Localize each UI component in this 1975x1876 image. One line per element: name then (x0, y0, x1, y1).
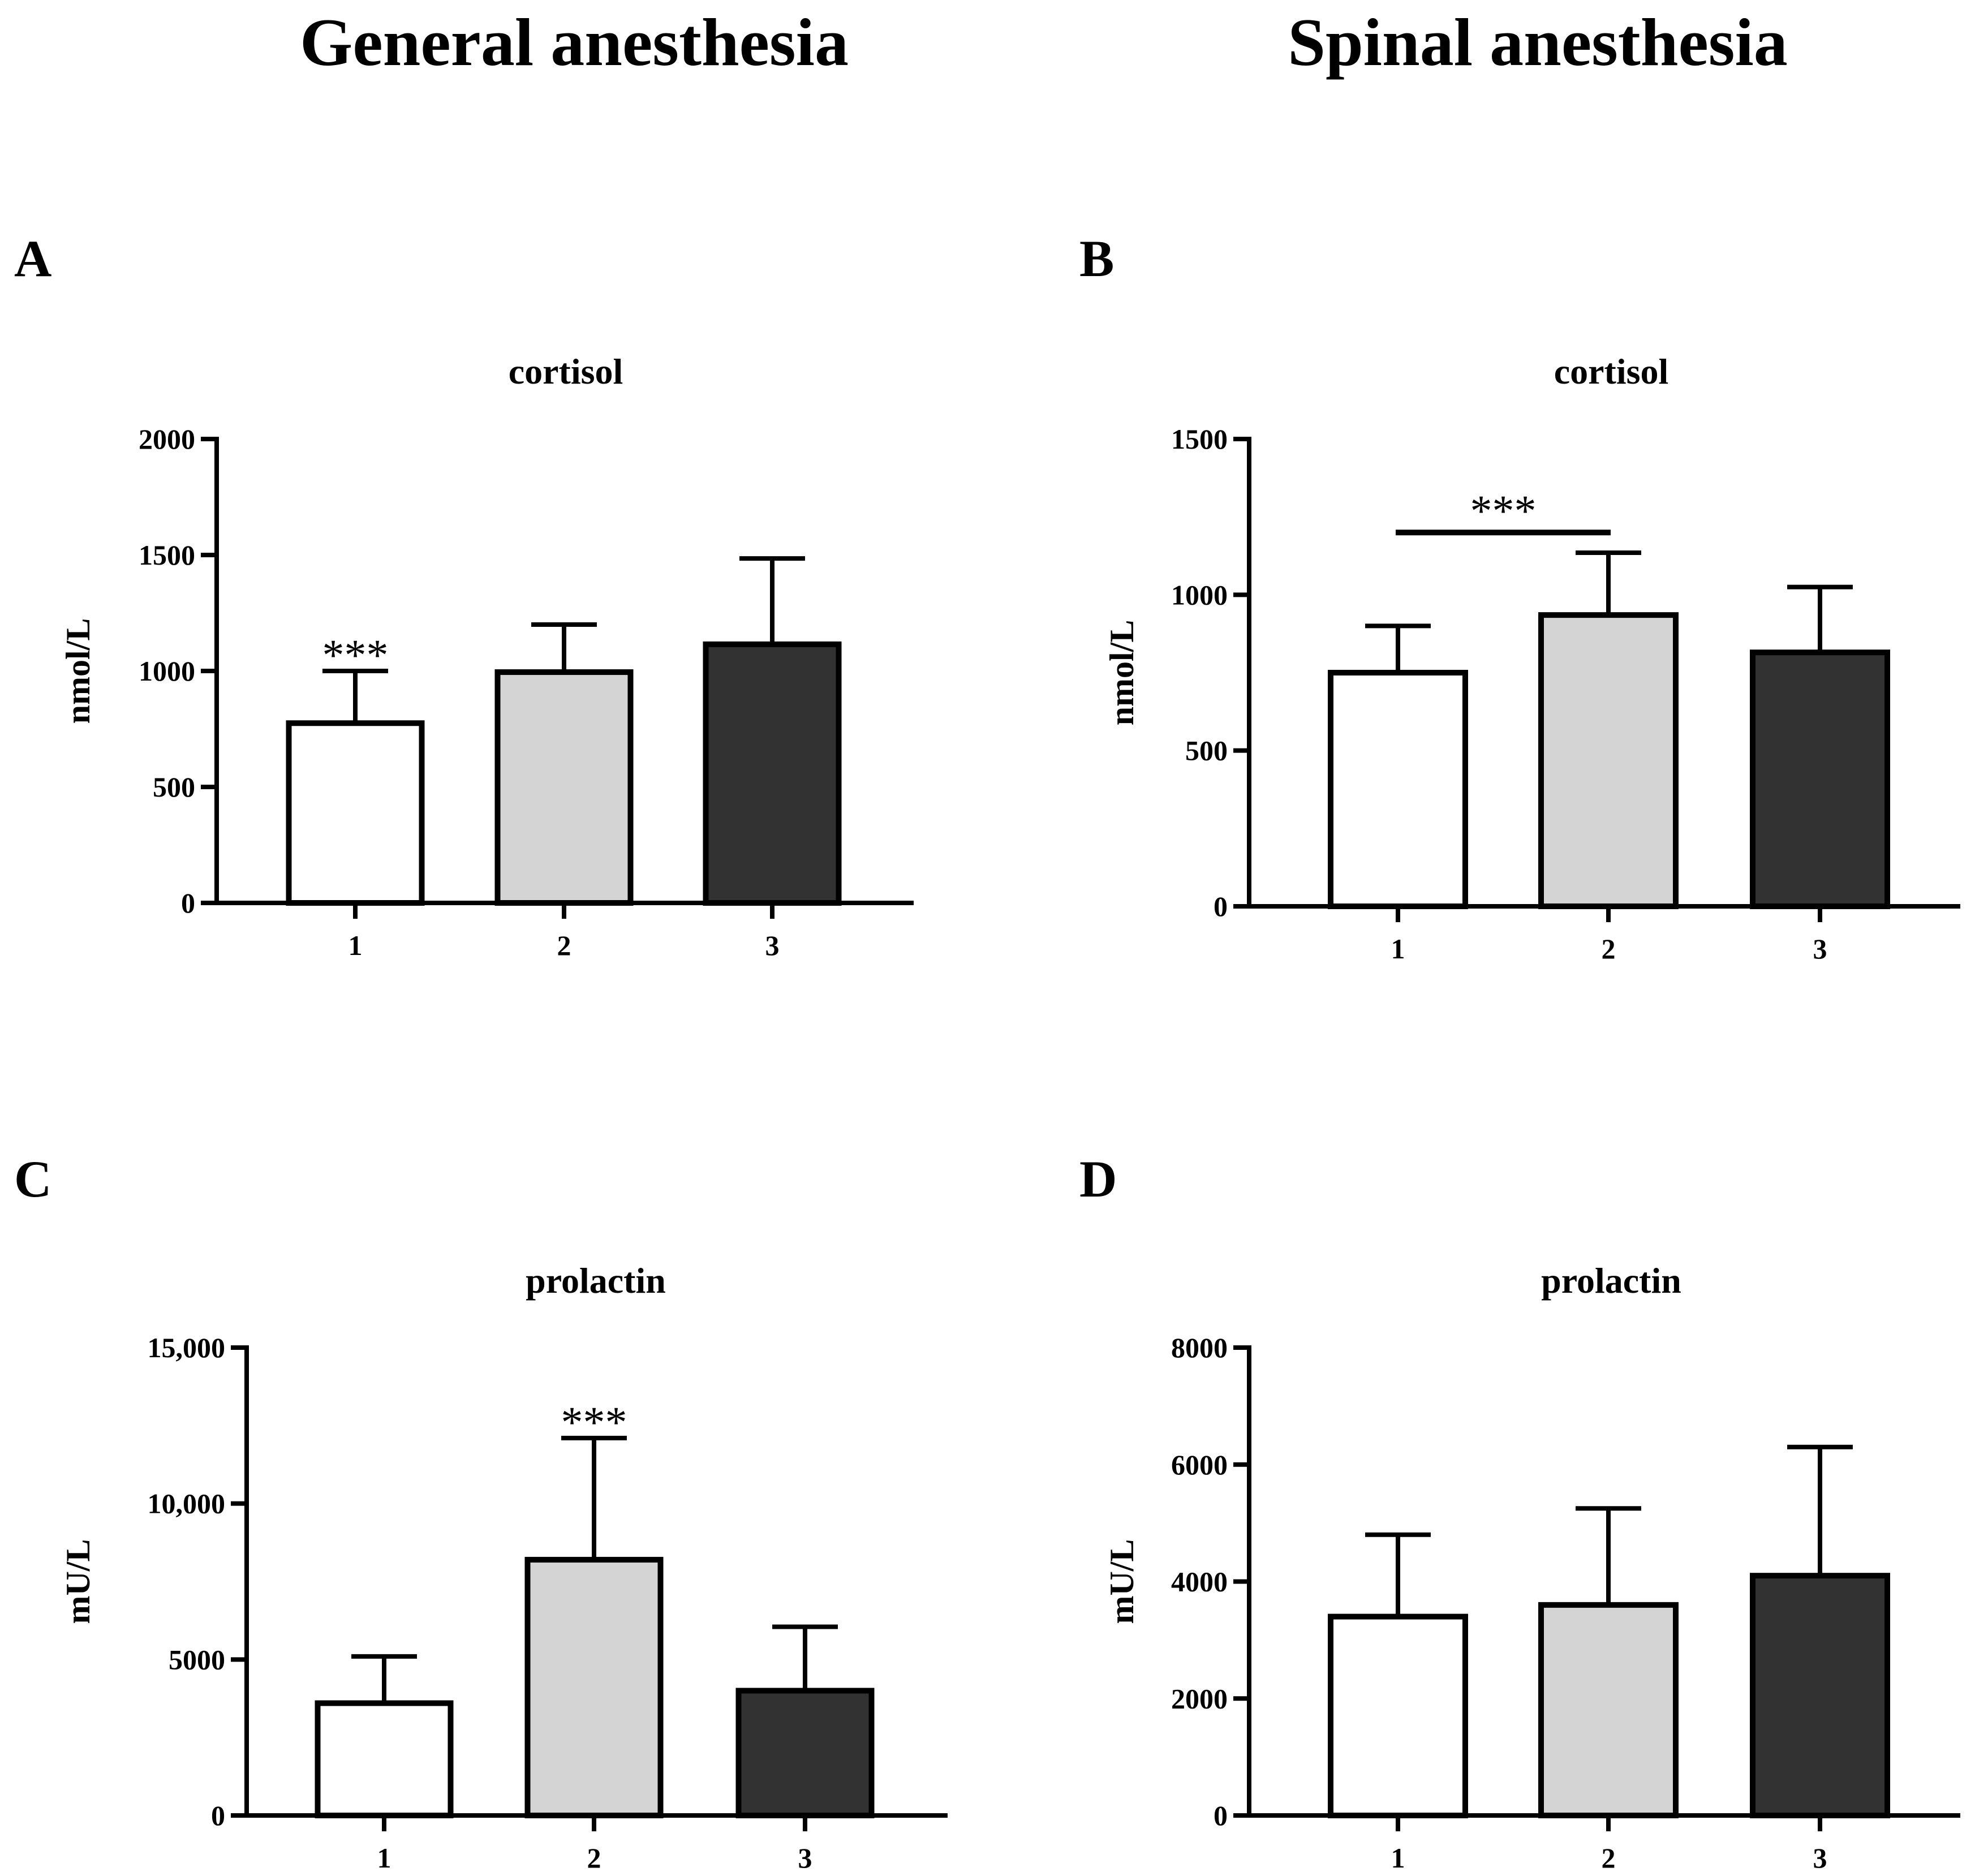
y-tick-label: 500 (153, 771, 195, 803)
x-tick-label: 1 (1391, 1842, 1405, 1874)
y-tick-label: 0 (181, 887, 195, 919)
bar-2 (524, 1556, 664, 1819)
y-tick-label: 15,000 (148, 1332, 226, 1363)
y-tick-label: 0 (1214, 1800, 1228, 1831)
y-tick-label: 500 (1185, 735, 1228, 767)
y-axis-label: mU/L (59, 1539, 97, 1624)
x-tick-label: 1 (348, 930, 363, 961)
y-tick-label: 10,000 (148, 1488, 226, 1520)
spinal-anesthesia-heading: Spinal anesthesia (1288, 5, 1788, 80)
bar-3 (1750, 649, 1890, 909)
x-tick-label: 1 (377, 1842, 391, 1874)
x-tick-label: 3 (1813, 1842, 1827, 1874)
y-tick-label: 5000 (169, 1643, 225, 1675)
significance-stars: *** (322, 630, 389, 679)
bar-3 (703, 641, 842, 906)
bar-1 (315, 1700, 454, 1819)
x-tick-label: 2 (1602, 933, 1616, 965)
x-tick-label: 3 (1813, 933, 1827, 965)
bar-2 (1538, 1602, 1679, 1819)
y-tick-label: 4000 (1171, 1566, 1228, 1598)
chart-title: prolactin (1541, 1260, 1681, 1301)
x-tick-label: 3 (798, 1842, 812, 1874)
x-tick-label: 1 (1391, 933, 1405, 965)
bar-3 (1750, 1573, 1890, 1819)
chart-title: cortisol (1554, 351, 1669, 391)
general-anesthesia-heading: General anesthesia (300, 5, 849, 80)
y-tick-label: 1500 (139, 539, 195, 571)
y-tick-label: 0 (1214, 890, 1228, 922)
bar-1 (286, 720, 425, 906)
panel-label: B (1079, 230, 1114, 287)
chart-title: prolactin (526, 1260, 666, 1301)
significance-stars: *** (1470, 486, 1537, 535)
y-tick-label: 1000 (1171, 579, 1228, 610)
x-tick-label: 2 (587, 1842, 601, 1874)
bar-1 (1328, 1613, 1468, 1818)
x-tick-label: 3 (765, 930, 780, 961)
y-axis-label: mU/L (1103, 1539, 1141, 1624)
bar-2 (1538, 612, 1679, 910)
y-tick-label: 2000 (139, 423, 195, 455)
panel-label: C (14, 1150, 51, 1208)
panel-label: D (1079, 1150, 1117, 1208)
x-tick-label: 2 (557, 930, 571, 961)
bar-2 (494, 669, 634, 906)
chart-title: cortisol (509, 351, 623, 391)
significance-stars: *** (561, 1397, 627, 1447)
y-tick-label: 6000 (1171, 1449, 1228, 1481)
y-axis-label: nmol/L (59, 618, 97, 724)
y-tick-label: 1500 (1171, 423, 1228, 455)
y-tick-label: 1000 (139, 655, 195, 687)
y-axis-label: nmol/L (1103, 620, 1141, 726)
bar-3 (735, 1688, 875, 1818)
x-tick-label: 2 (1602, 1842, 1616, 1874)
y-tick-label: 0 (211, 1800, 225, 1831)
y-tick-label: 2000 (1171, 1683, 1228, 1714)
y-tick-label: 8000 (1171, 1332, 1228, 1363)
bar-1 (1328, 670, 1468, 909)
panel-label: A (14, 230, 51, 287)
